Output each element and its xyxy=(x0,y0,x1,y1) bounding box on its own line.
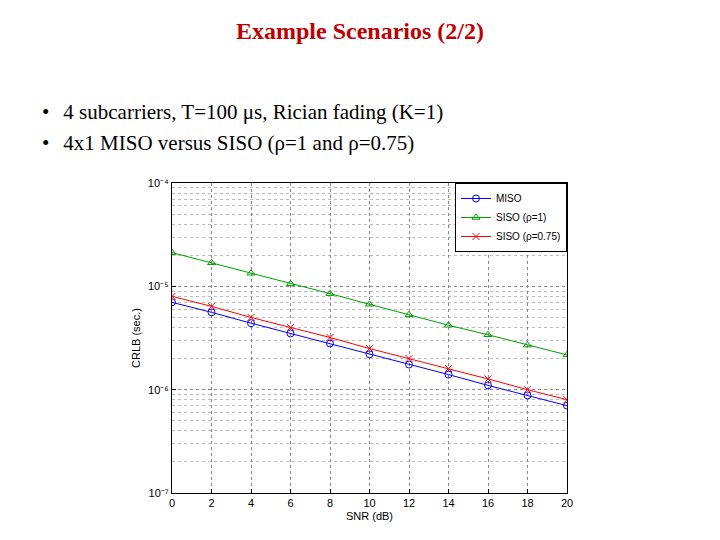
svg-text:MISO: MISO xyxy=(496,193,522,204)
svg-text:8: 8 xyxy=(327,497,333,509)
svg-text:18: 18 xyxy=(521,497,533,509)
html-text:Example Scenarios (2/2): Example Scenarios (2/2) xyxy=(236,18,484,44)
svg-text:CRLB (sec.): CRLB (sec.) xyxy=(130,308,142,368)
svg-text:12: 12 xyxy=(403,497,415,509)
html-text:4x1 MISO versus SISO (ρ=1 and: 4x1 MISO versus SISO (ρ=1 and ρ=0.75) xyxy=(63,131,415,155)
html-text:4 subcarriers, T=100 μs, Ricia: 4 subcarriers, T=100 μs, Rician fading (… xyxy=(63,100,444,124)
svg-text:SISO (ρ=0.75): SISO (ρ=0.75) xyxy=(496,231,560,242)
svg-text:SISO (ρ=1): SISO (ρ=1) xyxy=(496,212,546,223)
svg-text:10⁻⁵: 10⁻⁵ xyxy=(148,280,169,292)
svg-text:2: 2 xyxy=(208,497,214,509)
svg-text:10: 10 xyxy=(363,497,375,509)
svg-text:16: 16 xyxy=(482,497,494,509)
svg-text:10⁻⁴: 10⁻⁴ xyxy=(148,177,169,189)
svg-text:SNR (dB): SNR (dB) xyxy=(346,510,393,522)
svg-text:4: 4 xyxy=(248,497,254,509)
svg-text:0: 0 xyxy=(169,497,175,509)
svg-text:20: 20 xyxy=(561,497,573,509)
svg-text:14: 14 xyxy=(442,497,454,509)
svg-text:6: 6 xyxy=(287,497,293,509)
svg-text:10⁻⁷: 10⁻⁷ xyxy=(149,487,169,499)
svg-text:10⁻⁶: 10⁻⁶ xyxy=(148,384,169,396)
